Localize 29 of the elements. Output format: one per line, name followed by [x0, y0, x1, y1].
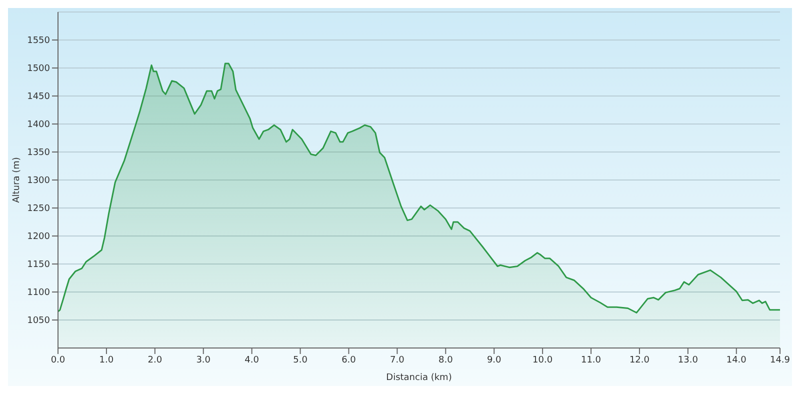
y-tick-label: 1250: [27, 204, 50, 214]
x-tick-label: 11.0: [580, 355, 602, 366]
x-tick-label: 14.0: [726, 355, 747, 366]
y-tick-label: 1350: [27, 148, 50, 158]
y-tick-label: 1100: [27, 288, 50, 298]
y-tick-label: 1550: [27, 36, 50, 46]
x-tick-label: 4.0: [244, 355, 260, 366]
y-tick-label: 1400: [27, 120, 50, 130]
x-tick-label: 1.0: [99, 355, 114, 366]
x-tick-label: 13.0: [678, 355, 698, 366]
y-tick-label: 1050: [27, 316, 50, 326]
y-tick-label: 1300: [27, 176, 50, 186]
x-tick-label: 6.0: [342, 355, 356, 366]
y-tick-label: 1150: [27, 260, 50, 270]
x-tick-label: 14.9: [770, 355, 790, 366]
x-tick-label: 9.0: [486, 355, 502, 366]
x-tick-label: 2.0: [148, 355, 162, 366]
x-tick-label: 7.0: [390, 355, 405, 366]
x-tick-label: 5.0: [293, 355, 308, 366]
x-tick-label: 0.0: [50, 355, 66, 366]
y-tick-label: 1500: [27, 64, 50, 74]
x-tick-label: 10.0: [532, 355, 553, 366]
x-tick-label: 8.0: [438, 355, 454, 366]
x-axis-title: Distancia (km): [386, 373, 452, 383]
x-tick-label: 3.0: [196, 355, 211, 366]
y-tick-label: 1450: [27, 92, 50, 102]
y-tick-label: 1200: [27, 232, 50, 242]
y-axis-title: Altura (m): [12, 157, 22, 203]
x-tick-label: 12.0: [629, 355, 650, 366]
